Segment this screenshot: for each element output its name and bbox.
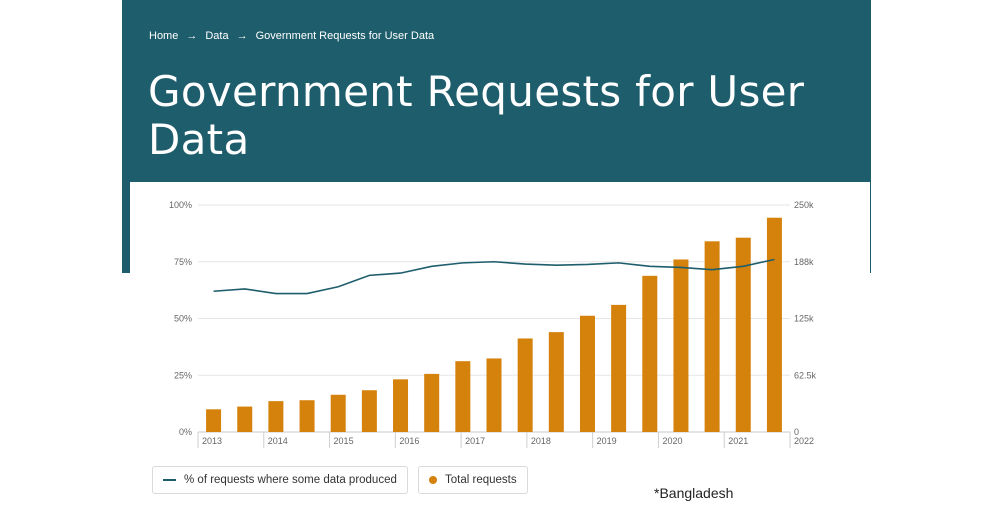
bar [735, 237, 751, 432]
dot-series-icon [429, 476, 437, 484]
legend-item-total[interactable]: Total requests [418, 466, 528, 494]
chart-panel: 0% 0 25% 62.5k 50% 125k 75% 188k 100% 250k 2013 201… [130, 182, 870, 452]
x-tick-label: 2014 [268, 436, 288, 446]
bar [548, 332, 564, 432]
breadcrumb-data-link[interactable]: Data [205, 30, 229, 42]
y-right-tick-label: 250k [794, 200, 814, 210]
y-left-tick-label: 50% [174, 314, 192, 324]
arrow-right-icon: → [186, 30, 198, 42]
line-series [213, 258, 775, 295]
bar [424, 373, 440, 432]
bar [766, 217, 782, 432]
x-tick-label: 2016 [399, 436, 419, 446]
bar [206, 409, 222, 432]
x-tick-label: 2021 [728, 436, 748, 446]
x-tick-label: 2015 [334, 436, 354, 446]
y-right-tick-label: 62.5k [794, 370, 817, 380]
y-left-tick-label: 75% [174, 257, 192, 267]
bar [642, 275, 658, 432]
legend-label-percent: % of requests where some data produced [184, 474, 397, 486]
breadcrumb-current: Government Requests for User Data [255, 30, 435, 42]
x-tick-label: 2020 [662, 436, 682, 446]
breadcrumb: Home → Data → Government Requests for Us… [149, 30, 434, 42]
arrow-right-icon: → [236, 30, 248, 42]
y-left-tick-label: 100% [169, 200, 192, 210]
bar [611, 304, 627, 432]
bar [268, 401, 284, 432]
bar [517, 338, 533, 432]
y-right-tick-label: 125k [794, 314, 814, 324]
legend-item-percent[interactable]: % of requests where some data produced [152, 466, 408, 494]
x-tick-label: 2022 [794, 436, 814, 446]
bar [673, 259, 689, 432]
y-right-tick-label: 0 [794, 427, 799, 437]
bar [361, 390, 377, 432]
y-left-tick-label: 0% [179, 427, 192, 437]
x-tick-label: 2019 [597, 436, 617, 446]
bar [455, 361, 471, 432]
x-tick-label: 2013 [202, 436, 222, 446]
x-tick-label: 2017 [465, 436, 485, 446]
bar [330, 394, 346, 432]
bar [237, 406, 253, 432]
bar [704, 241, 720, 432]
y-right-tick-label: 188k [794, 257, 814, 267]
chart: 0% 0 25% 62.5k 50% 125k 75% 188k 100% 250k 2013 201… [169, 200, 817, 448]
footnote: *Bangladesh [654, 485, 734, 501]
legend-label-total: Total requests [445, 474, 517, 486]
bar [486, 358, 502, 432]
bar [579, 315, 595, 432]
page-title: Government Requests for User Data [148, 67, 805, 164]
breadcrumb-home-link[interactable]: Home [149, 30, 179, 42]
bar [393, 379, 409, 432]
y-left-tick-label: 25% [174, 370, 192, 380]
line-series-icon [163, 479, 176, 481]
x-tick-label: 2018 [531, 436, 551, 446]
bar [299, 400, 315, 432]
